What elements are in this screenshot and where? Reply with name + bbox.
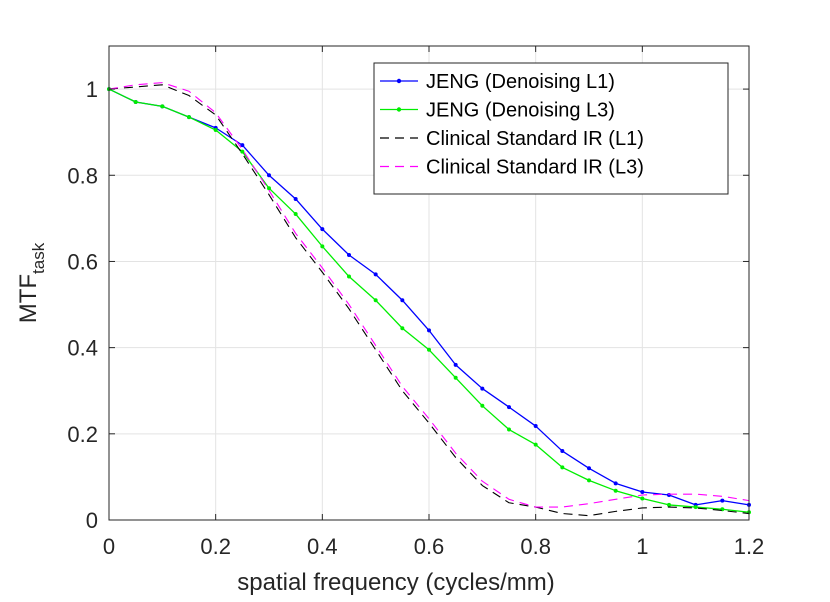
data-point-jeng-denoising-l3 [587, 478, 591, 483]
data-point-jeng-denoising-l1 [507, 405, 511, 410]
data-point-jeng-denoising-l3 [507, 427, 511, 432]
data-point-jeng-denoising-l1 [613, 481, 618, 486]
data-point-jeng-denoising-l1 [453, 362, 458, 367]
series-line-clinical-standard-ir-l1 [108, 84, 750, 517]
axis-ticks: 0 0.2 0.4 0.6 0.8 1 1.2 0 0.2 0.4 0.6 0.8 1 [67, 46, 764, 559]
legend-label-clinical-standard-ir-l1: Clinical Standard IR (L1) [426, 128, 644, 150]
y-axis-label-subscript: task [29, 242, 48, 274]
x-tick-label: 0.4 [307, 534, 338, 559]
data-point-jeng-denoising-l1 [720, 498, 725, 503]
legend-marker-jeng-denoising-l3 [396, 107, 402, 112]
data-point-jeng-denoising-l3 [613, 488, 618, 493]
data-point-jeng-denoising-l1 [400, 298, 405, 303]
data-point-jeng-denoising-l1 [560, 449, 565, 454]
data-point-jeng-denoising-l3 [160, 104, 165, 109]
data-point-jeng-denoising-l1 [640, 489, 645, 494]
legend-box [373, 62, 729, 195]
data-point-jeng-denoising-l1 [427, 328, 431, 333]
data-point-jeng-denoising-l1 [267, 173, 271, 178]
data-point-jeng-denoising-l3 [133, 100, 138, 105]
plot-series [107, 82, 751, 517]
data-point-jeng-denoising-l1 [320, 227, 325, 232]
x-tick-label: 0.2 [200, 534, 231, 559]
legend: JENG (Denoising L1) JENG (Denoising L3) Cl… [373, 62, 729, 195]
x-tick-label: 0 [103, 534, 115, 559]
y-axis-label-main: MTF [15, 274, 42, 323]
data-point-jeng-denoising-l3 [373, 298, 378, 303]
data-point-jeng-denoising-l1 [240, 143, 245, 148]
legend-marker-jeng-denoising-l1 [396, 78, 402, 84]
y-axis-label: MTFtask [15, 242, 48, 323]
data-point-jeng-denoising-l1 [533, 424, 538, 429]
data-point-jeng-denoising-l3 [480, 403, 485, 408]
x-tick-label: 1 [636, 534, 648, 559]
x-tick-label: 0.8 [520, 534, 551, 559]
data-point-jeng-denoising-l1 [587, 466, 591, 471]
data-point-jeng-denoising-l1 [293, 196, 298, 201]
y-tick-label: 0 [86, 508, 98, 533]
data-point-jeng-denoising-l3 [453, 375, 458, 380]
legend-label-jeng-denoising-l1: JENG (Denoising L1) [426, 71, 615, 93]
data-point-jeng-denoising-l3 [267, 186, 271, 191]
data-point-jeng-denoising-l3 [667, 502, 671, 507]
x-axis-label: spatial frequency (cycles/mm) [237, 569, 554, 596]
data-point-jeng-denoising-l1 [347, 252, 351, 257]
data-point-jeng-denoising-l3 [240, 149, 245, 154]
data-point-jeng-denoising-l3 [560, 465, 565, 470]
data-point-jeng-denoising-l3 [640, 496, 645, 501]
data-point-jeng-denoising-l1 [373, 272, 378, 277]
y-tick-label: 0.2 [67, 422, 98, 447]
y-tick-label: 0.6 [67, 249, 98, 274]
data-point-jeng-denoising-l3 [693, 505, 698, 510]
legend-label-jeng-denoising-l3: JENG (Denoising L3) [426, 100, 615, 122]
data-point-jeng-denoising-l3 [320, 244, 325, 249]
legend-label-clinical-standard-ir-l3: Clinical Standard IR (L3) [426, 157, 644, 179]
data-point-jeng-denoising-l3 [347, 274, 351, 279]
x-tick-label: 1.2 [734, 534, 765, 559]
data-point-jeng-denoising-l3 [533, 442, 538, 447]
y-tick-label: 0.8 [67, 163, 98, 188]
y-tick-label: 1 [86, 77, 98, 102]
x-tick-label: 0.6 [414, 534, 445, 559]
y-tick-label: 0.4 [67, 336, 98, 361]
data-point-jeng-denoising-l1 [480, 386, 485, 391]
y-axis-label-group: MTFtask [15, 242, 48, 323]
data-point-jeng-denoising-l3 [400, 326, 405, 331]
data-point-jeng-denoising-l3 [213, 128, 218, 133]
data-point-jeng-denoising-l3 [187, 115, 191, 120]
series-line-clinical-standard-ir-l3 [108, 82, 750, 508]
data-point-jeng-denoising-l3 [427, 347, 431, 352]
data-point-jeng-denoising-l3 [293, 212, 298, 217]
